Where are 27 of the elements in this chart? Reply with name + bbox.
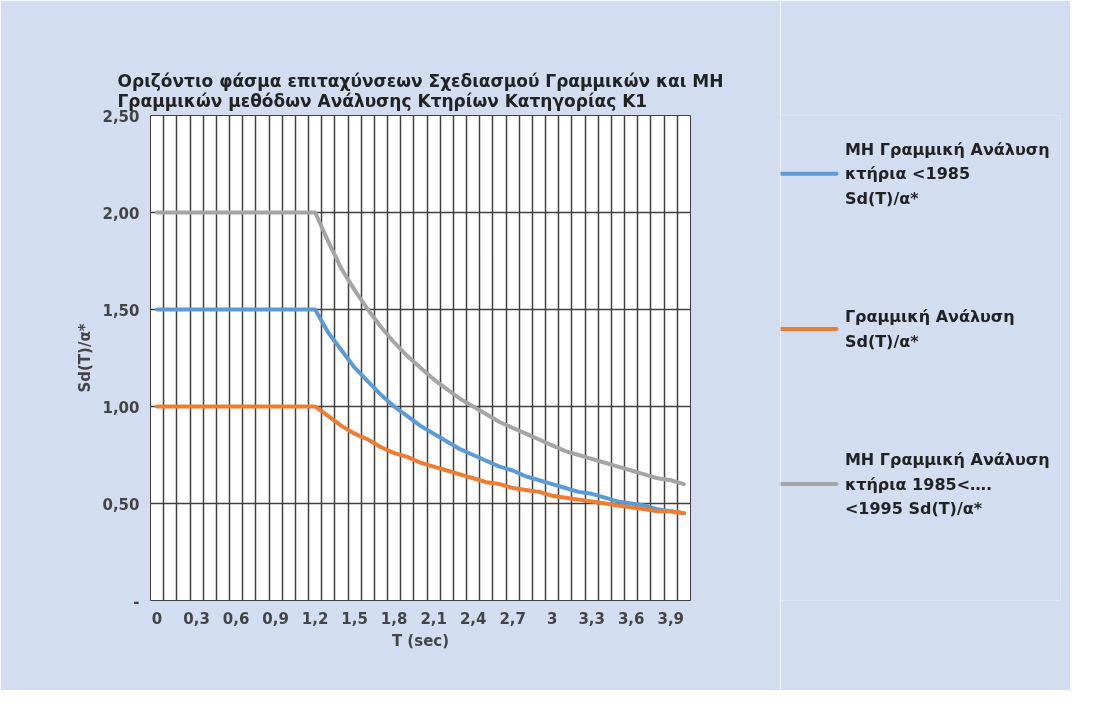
x-tick-label: 0,9: [262, 609, 289, 628]
x-tick-label: 0,3: [183, 609, 210, 628]
y-tick-label: -: [133, 592, 140, 611]
x-tick-label: 2,4: [459, 609, 487, 628]
x-tick-label: 2,1: [420, 609, 447, 628]
line-series: [155, 210, 686, 487]
x-tick-label: 3,3: [578, 609, 606, 628]
line-series: [155, 404, 686, 516]
y-tick-label: 0,50: [102, 495, 140, 514]
x-tick-label: 3: [546, 609, 558, 628]
chart-title: Οριζόντιο φάσμα επιταχύνσεων Σχεδιασμού Γραμμικών και ΜΗ Γραμμικών μεθόδων Ανάλυσης Κτηρίων Κατηγορίας Κ1: [117, 70, 724, 111]
x-tick-label: 0,6: [222, 609, 250, 628]
legend-label: ΜΗ Γραμμική Ανάλυση κτήρια <1985 Sd(T)/α*: [844, 139, 1050, 208]
x-tick-label: 1,8: [380, 609, 408, 628]
legend-label: ΜΗ Γραμμική Ανάλυση κτήρια 1985<…. <1995 Sd(T)/α*: [844, 449, 1050, 519]
x-tick-label: 3,6: [617, 609, 645, 628]
y-tick-label: 1,50: [102, 301, 140, 320]
x-axis-title: T (sec): [391, 631, 450, 650]
x-tick-label: 1,5: [341, 609, 368, 628]
x-tick-label: 2,7: [499, 609, 526, 628]
legend-label: Γραμμική Ανάλυση Sd(T)/α*: [844, 307, 1015, 351]
y-axis-title: Sd(T)/α*: [76, 323, 95, 393]
x-tick-label: 3,9: [657, 609, 685, 628]
y-tick-label: 2,00: [102, 204, 140, 223]
y-tick-label: 1,00: [102, 398, 140, 417]
x-tick-label: 0: [151, 609, 163, 628]
x-tick-label: 1,2: [301, 609, 329, 628]
